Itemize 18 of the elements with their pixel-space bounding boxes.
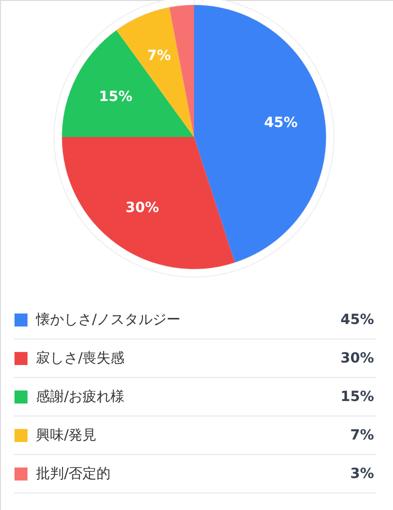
pie-slice bbox=[169, 5, 194, 137]
legend-label: 批判/否定的 bbox=[36, 466, 111, 482]
text: 30% bbox=[340, 350, 374, 366]
data-label: 3% bbox=[350, 466, 374, 482]
data-label: 7% bbox=[147, 48, 171, 64]
data-label: 15% bbox=[98, 89, 132, 106]
data-label: 45% bbox=[264, 115, 298, 132]
text: 15% bbox=[340, 389, 374, 405]
legend-label: 感謝/お疲れ様 bbox=[36, 389, 125, 405]
text: 7% bbox=[350, 428, 374, 444]
legend-label: 懐かしさ/ノスタルジー bbox=[35, 312, 181, 328]
pie-slice bbox=[62, 30, 194, 137]
legend-label: 寂しさ/喪失感 bbox=[36, 350, 125, 366]
text: 45% bbox=[340, 312, 374, 328]
legend-label: 興味/発見 bbox=[36, 428, 97, 444]
data-label: 30% bbox=[126, 200, 160, 216]
pie-slice bbox=[62, 137, 235, 269]
pie-slice bbox=[194, 5, 326, 263]
